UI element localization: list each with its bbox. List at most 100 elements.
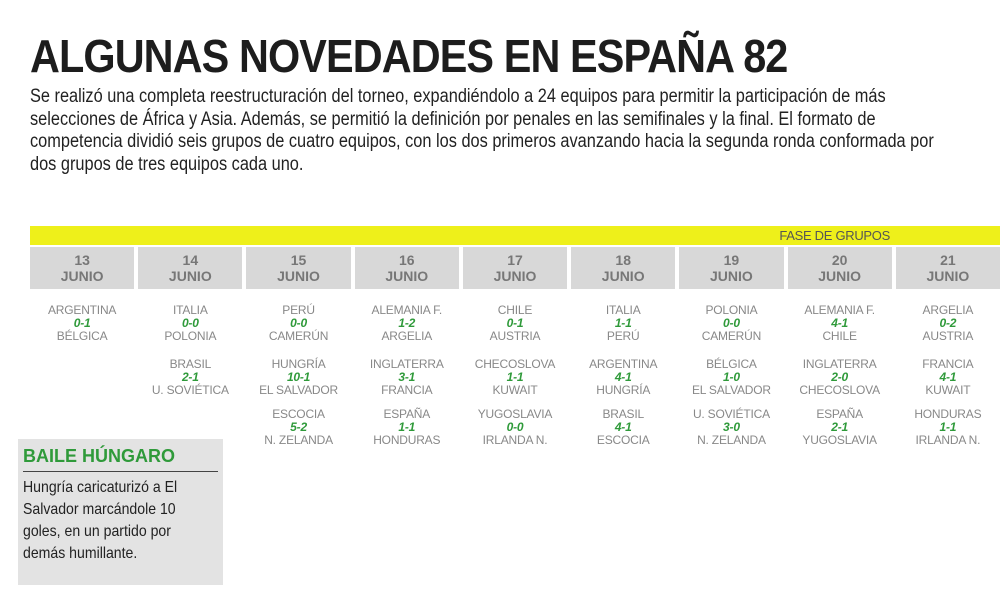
match-score: 2-1 (181, 370, 199, 384)
match: ARGENTINA 4-1 HUNGRÍA (571, 358, 675, 397)
day-column: ALEMANIA F. 4-1 CHILE INGLATERRA 2-0 CHECOSLO… (788, 302, 892, 462)
match: ALEMANIA F. 4-1 CHILE (788, 304, 892, 343)
day-column: ARGELIA 0-2 AUSTRIA FRANCIA 4-1 KUWAIT HONDURA… (896, 302, 1000, 462)
team-away: HUNGRÍA (596, 383, 651, 397)
match-score: 0-0 (290, 316, 307, 330)
team-away: IRLANDA N. (915, 433, 981, 447)
match: U. SOVIÉTICA 3-0 N. ZELANDA (679, 408, 783, 447)
match-score: 4-1 (614, 420, 632, 434)
day-header: 20 JUNIO (787, 247, 892, 289)
match: INGLATERRA 2-0 CHECOSLOVA (788, 358, 892, 397)
match-score: 10-1 (286, 370, 311, 384)
day-month: JUNIO (168, 268, 212, 284)
sidebar-box: BAILE HÚNGARO Hungría caricaturizó a El … (18, 439, 223, 585)
team-home: ARGENTINA (48, 303, 117, 317)
match: ITALIA 1-1 PERÚ (571, 304, 675, 343)
match: ESCOCIA 5-2 N. ZELANDA (246, 408, 350, 447)
match-score: 1-1 (614, 316, 632, 330)
match-score: 1-0 (723, 370, 740, 384)
match-score: 0-0 (723, 316, 740, 330)
team-home: BÉLGICA (706, 357, 757, 371)
match: ESPAÑA 1-1 HONDURAS (355, 408, 459, 447)
team-home: ARGENTINA (589, 357, 658, 371)
team-home: ITALIA (173, 303, 208, 317)
match: BRASIL 4-1 ESCOCIA (571, 408, 675, 447)
match: FRANCIA 4-1 KUWAIT (896, 358, 1000, 397)
team-home: ESCOCIA (272, 407, 325, 421)
phase-label: FASE DE GRUPOS (779, 228, 890, 243)
match: ARGELIA 0-2 AUSTRIA (896, 304, 1000, 343)
match: INGLATERRA 3-1 FRANCIA (355, 358, 459, 397)
day-header: 14 JUNIO (138, 247, 243, 289)
day-number: 20 (831, 252, 848, 268)
intro-paragraph: Se realizó una completa reestructuración… (30, 86, 934, 175)
team-home: U. SOVIÉTICA (692, 407, 770, 421)
team-away: CAMERÚN (701, 329, 762, 343)
day-column: ITALIA 0-0 POLONIA BRASIL 2-1 U. SOVIÉTICA (138, 302, 242, 462)
match-score: 2-1 (831, 420, 849, 434)
team-away: FRANCIA (381, 383, 433, 397)
team-home: CHECOSLOVA (474, 357, 556, 371)
team-away: CHILE (822, 329, 857, 343)
day-month: JUNIO (493, 268, 537, 284)
match-score: 1-1 (939, 420, 957, 434)
match: HUNGRÍA 10-1 EL SALVADOR (246, 358, 350, 397)
match-score: 1-2 (398, 316, 416, 330)
day-number: 15 (290, 252, 307, 268)
day-month: JUNIO (385, 268, 429, 284)
match-score: 0-2 (939, 316, 957, 330)
match-score: 3-0 (723, 420, 740, 434)
team-away: N. ZELANDA (697, 433, 766, 447)
day-number: 16 (398, 252, 415, 268)
team-away: HONDURAS (373, 433, 441, 447)
day-month: JUNIO (277, 268, 320, 284)
day-number: 18 (615, 252, 631, 268)
day-month: JUNIO (818, 268, 862, 284)
day-header: 13 JUNIO (30, 247, 135, 289)
day-month: JUNIO (710, 268, 753, 284)
day-column: ALEMANIA F. 1-2 ARGELIA INGLATERRA 3-1 FRANCI… (355, 302, 459, 462)
match: YUGOSLAVIA 0-0 IRLANDA N. (463, 408, 567, 447)
match: PERÚ 0-0 CAMERÚN (246, 304, 350, 343)
team-away: CHECOSLOVA (799, 383, 880, 397)
team-away: ESCOCIA (596, 433, 650, 447)
day-header: 15 JUNIO (246, 247, 351, 289)
team-home: POLONIA (705, 303, 758, 317)
match: ITALIA 0-0 POLONIA (138, 304, 242, 343)
match: ARGENTINA 0-1 BÉLGICA (30, 304, 134, 343)
phase-bar: FASE DE GRUPOS (30, 226, 1000, 245)
day-month: JUNIO (601, 268, 645, 284)
match-score: 5-2 (290, 420, 307, 434)
team-away: KUWAIT (925, 383, 971, 397)
match-score: 0-1 (506, 316, 524, 330)
match: ALEMANIA F. 1-2 ARGELIA (355, 304, 459, 343)
day-column: PERÚ 0-0 CAMERÚN HUNGRÍA 10-1 EL SALVADOR ESCO… (246, 302, 350, 462)
sidebar-title: BAILE HÚNGARO (23, 446, 175, 466)
team-home: INGLATERRA (802, 357, 877, 371)
match: HONDURAS 1-1 IRLANDA N. (896, 408, 1000, 447)
match-score: 4-1 (831, 316, 849, 330)
team-home: FRANCIA (922, 357, 974, 371)
day-number: 21 (940, 252, 956, 268)
day-header: 16 JUNIO (354, 247, 459, 289)
match-score: 1-1 (506, 370, 524, 384)
day-column: CHILE 0-1 AUSTRIA CHECOSLOVA 1-1 KUWAIT YUGOSL… (463, 302, 567, 462)
match-score: 0-0 (506, 420, 524, 434)
team-home: ESPAÑA (816, 407, 863, 421)
match-score: 4-1 (939, 370, 957, 384)
match-columns: ARGENTINA 0-1 BÉLGICA ITALIA 0-0 POLONIA BRASI… (30, 302, 1000, 462)
day-number: 13 (74, 252, 90, 268)
team-home: ARGELIA (922, 303, 974, 317)
team-away: EL SALVADOR (691, 383, 771, 397)
team-away: BÉLGICA (56, 329, 108, 343)
team-home: HUNGRÍA (271, 357, 326, 371)
team-home: INGLATERRA (369, 357, 444, 371)
team-away: IRLANDA N. (482, 433, 548, 447)
page-title: ALGUNAS NOVEDADES EN ESPAÑA 82 (30, 30, 788, 82)
day-month: JUNIO (60, 268, 104, 284)
team-home: PERÚ (282, 303, 315, 317)
sidebar-divider (23, 471, 218, 472)
day-header: 21 JUNIO (895, 247, 1000, 289)
match: CHILE 0-1 AUSTRIA (463, 304, 567, 343)
match: BÉLGICA 1-0 EL SALVADOR (679, 358, 783, 397)
